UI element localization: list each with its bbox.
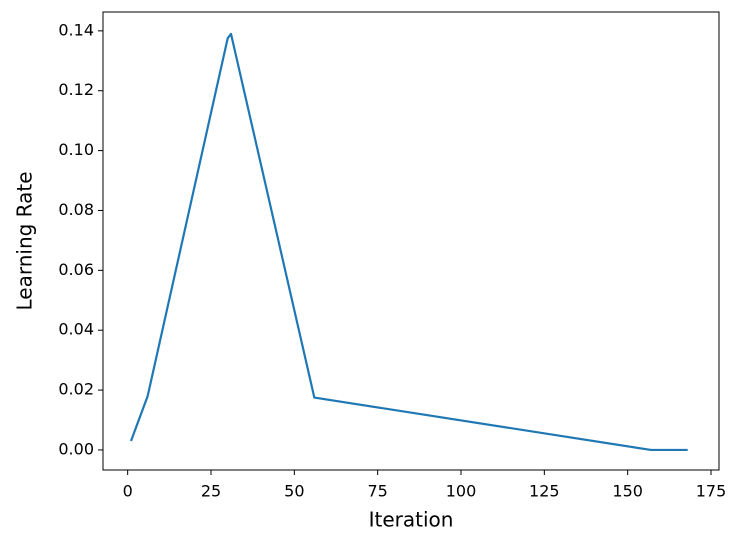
- x-tick-label: 125: [529, 482, 560, 501]
- x-tick-label: 50: [284, 482, 304, 501]
- y-tick-label: 0.10: [58, 140, 94, 159]
- y-tick-label: 0.04: [58, 320, 94, 339]
- y-tick-label: 0.08: [58, 200, 94, 219]
- x-axis-label: Iteration: [369, 508, 454, 532]
- y-tick-label: 0.00: [58, 439, 94, 458]
- x-tick-label: 25: [201, 482, 221, 501]
- y-axis-label: Learning Rate: [13, 171, 37, 310]
- y-tick-label: 0.12: [58, 80, 94, 99]
- y-tick-label: 0.06: [58, 260, 94, 279]
- x-tick-label: 150: [612, 482, 643, 501]
- x-tick-label: 75: [367, 482, 387, 501]
- x-tick-label: 175: [696, 482, 727, 501]
- y-tick-label: 0.14: [58, 20, 94, 39]
- x-tick-label: 0: [123, 482, 133, 501]
- y-tick-label: 0.02: [58, 380, 94, 399]
- line: [129, 32, 688, 452]
- plot-frame: [102, 11, 720, 471]
- x-tick-label: 100: [446, 482, 477, 501]
